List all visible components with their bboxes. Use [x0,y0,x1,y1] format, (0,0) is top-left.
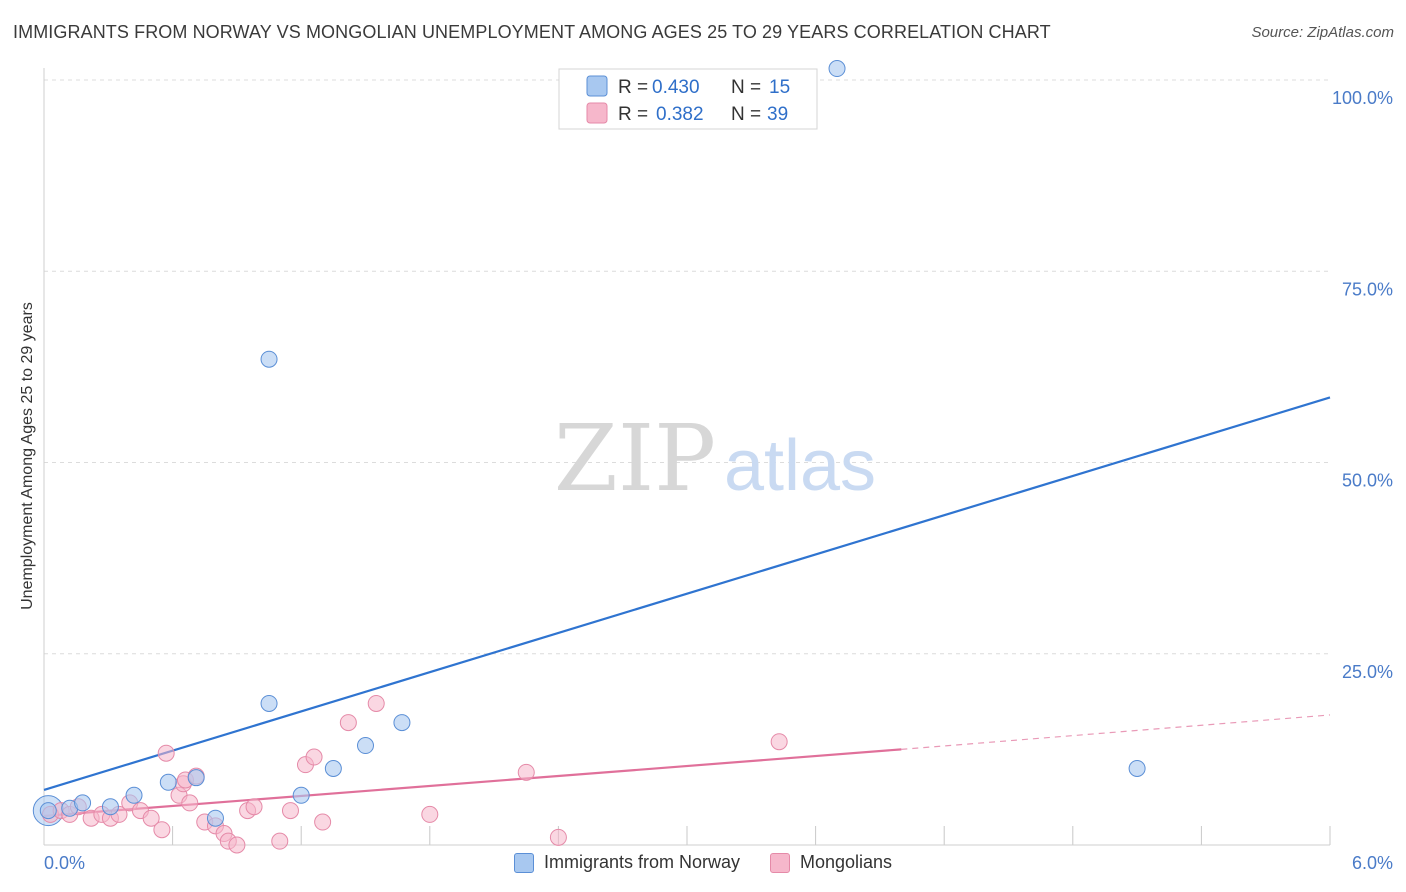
legend-label-norway: Immigrants from Norway [543,852,740,872]
data-point-norway [357,737,374,755]
legend-item-norway: Immigrants from Norway [513,852,740,873]
data-point-mongolians [153,821,171,839]
trend-line-norway [43,396,1331,791]
data-point-mongolians [314,813,332,831]
data-point-mongolians [157,744,175,762]
data-point-norway [125,786,143,804]
data-point-norway [260,350,278,368]
stats-n-value-mongolians: 39 [767,104,788,125]
y-tick-label: 25.0% [1342,662,1393,682]
stats-legend: R = 0.430 N = 15 R = 0.382 N = 39 [558,68,818,130]
data-point-mongolians [142,809,160,827]
data-point-mongolians [421,805,439,823]
legend-swatch-norway [513,852,534,873]
stats-r-label-mongolians: R = [618,104,648,125]
data-point-mongolians [245,798,263,816]
watermark-atlas: atlas [724,426,876,506]
stats-r-value-mongolians: 0.382 [656,104,704,125]
data-point-norway [324,760,342,777]
data-point-norway [101,798,119,816]
watermark: ZIP atlas [554,405,876,512]
source-label: Source: ZipAtlas.com [1251,24,1394,41]
watermark-zip: ZIP [554,405,716,512]
data-point-mongolians [770,733,788,751]
trend-line-mongolians-extension [901,714,1331,750]
legend-label-mongolians: Mongolians [799,852,893,872]
data-point-mongolians [305,748,323,766]
stats-legend-swatch-norway [586,75,608,97]
y-tick-label: 100.0% [1332,88,1393,108]
stats-r-value-norway: 0.430 [652,77,700,98]
x-tick-label-min: 0.0% [44,853,85,873]
stats-legend-swatch-mongolians [586,102,608,124]
data-point-norway [74,794,92,812]
stats-n-label-mongolians: N = [731,104,761,125]
data-point-norway [187,769,205,787]
data-point-norway [159,773,177,791]
data-point-mongolians [271,832,289,850]
stats-r-label-norway: R = [618,77,648,98]
y-tick-label: 75.0% [1342,279,1393,299]
data-point-mongolians [339,714,357,732]
legend-item-mongolians: Mongolians [769,852,893,873]
data-point-norway [39,802,57,820]
data-point-norway [1128,760,1146,777]
axes [43,68,1330,846]
data-point-mongolians [517,763,535,781]
stats-n-value-norway: 15 [769,77,790,98]
stats-n-label-norway: N = [731,77,761,98]
data-point-mongolians [228,836,246,854]
data-point-mongolians [367,694,385,712]
chart-title: IMMIGRANTS FROM NORWAY VS MONGOLIAN UNEM… [13,22,1051,42]
data-point-mongolians [549,828,567,846]
data-point-norway [206,809,224,827]
legend-swatch-mongolians [769,852,790,873]
data-point-norway [292,786,310,804]
y-tick-label: 50.0% [1342,471,1393,491]
data-points [32,60,1146,854]
data-point-norway [260,694,278,712]
data-point-norway [393,714,411,732]
series-legend: Immigrants from Norway Mongolians [0,852,1406,873]
data-point-norway [828,60,846,78]
data-point-mongolians [181,794,199,812]
y-axis-label: Unemployment Among Ages 25 to 29 years [19,302,36,610]
tick-labels: 25.0% 50.0% 75.0% 100.0% 0.0% 6.0% [44,88,1393,873]
data-point-mongolians [281,802,299,820]
x-tick-label-max: 6.0% [1352,853,1393,873]
